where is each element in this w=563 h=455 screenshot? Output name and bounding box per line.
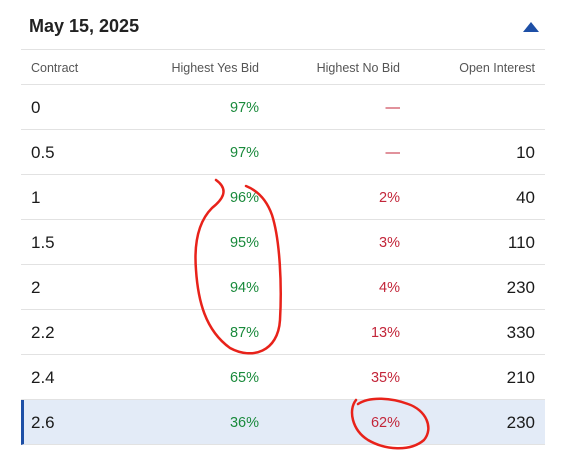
table-row[interactable]: 1 96% 2% 40 (21, 175, 545, 220)
yes-bid-value: 97% (229, 145, 259, 161)
open-interest-value: 210 (506, 368, 535, 387)
table-row[interactable]: 2.2 87% 13% 330 (21, 310, 545, 355)
table-row[interactable]: 1.5 95% 3% 110 (21, 220, 545, 265)
open-interest-value: 10 (516, 143, 535, 162)
market-panel: May 15, 2025 Contract Highest Yes Bid Hi… (21, 0, 545, 455)
yes-bid-value: 94% (229, 280, 259, 296)
no-bid-value: 2% (379, 190, 400, 206)
column-headers: Contract Highest Yes Bid Highest No Bid … (21, 50, 545, 85)
table-row[interactable]: 0.5 97% — 10 (21, 130, 545, 175)
yes-bid-value: 65% (229, 370, 259, 386)
column-header-yes-bid: Highest Yes Bid (171, 61, 259, 75)
no-bid-value: 13% (370, 325, 400, 341)
contract-value: 2.6 (31, 413, 55, 432)
yes-bid-value: 36% (229, 415, 259, 431)
date-title: May 15, 2025 (29, 16, 140, 36)
date-header[interactable]: May 15, 2025 (21, 0, 545, 50)
chevron-up-icon[interactable] (523, 22, 539, 32)
column-header-open-interest: Open Interest (459, 61, 535, 75)
column-header-no-bid: Highest No Bid (316, 61, 400, 75)
open-interest-value: 230 (506, 413, 535, 432)
table-row[interactable]: 2.4 65% 35% 210 (21, 355, 545, 400)
open-interest-value: 230 (506, 278, 535, 297)
table-row[interactable]: 2 94% 4% 230 (21, 265, 545, 310)
table-row[interactable]: 0 97% — (21, 85, 545, 130)
contract-value: 2 (31, 278, 41, 297)
open-interest-value: 40 (516, 188, 535, 207)
no-bid-value: 62% (370, 415, 400, 431)
no-bid-value: 3% (379, 235, 400, 251)
yes-bid-value: 87% (229, 325, 259, 341)
contract-value: 0.5 (31, 143, 55, 162)
yes-bid-value: 97% (229, 100, 259, 116)
contract-value: 1.5 (31, 233, 55, 252)
yes-bid-value: 96% (229, 190, 259, 206)
contract-value: 1 (31, 188, 41, 207)
contract-value: 2.2 (31, 323, 55, 342)
yes-bid-value: 95% (229, 235, 259, 251)
contract-value: 0 (31, 98, 41, 117)
open-interest-value: 330 (506, 323, 535, 342)
no-bid-value: — (385, 100, 401, 116)
contract-value: 2.4 (31, 368, 55, 387)
table-row-selected[interactable]: 2.6 36% 62% 230 (21, 400, 545, 445)
column-header-contract: Contract (31, 61, 79, 75)
no-bid-value: — (385, 145, 401, 161)
no-bid-value: 35% (370, 370, 400, 386)
open-interest-value: 110 (507, 233, 535, 252)
no-bid-value: 4% (379, 280, 400, 296)
